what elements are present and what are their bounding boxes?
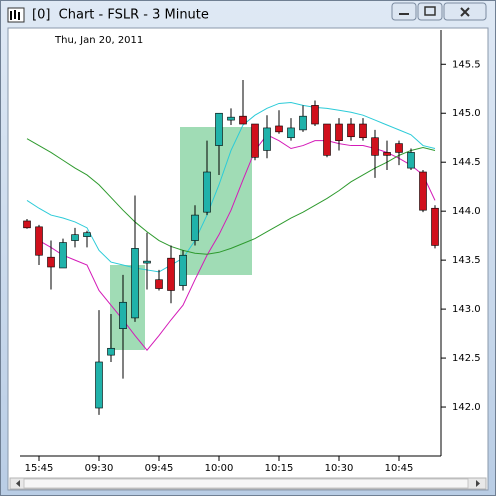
- candle-body: [167, 257, 175, 291]
- x-tick-label: 10:15: [265, 463, 294, 474]
- close-button[interactable]: [443, 2, 487, 21]
- candle-body: [215, 112, 223, 146]
- y-tick-label: 144.5: [452, 157, 481, 168]
- candle-body: [35, 226, 43, 256]
- x-tick-label: 10:30: [325, 463, 354, 474]
- candle-body: [131, 248, 139, 319]
- candle-body: [419, 171, 427, 211]
- candle-body: [179, 254, 187, 286]
- window-title: [0] Chart - FSLR - 3 Minute: [32, 8, 209, 23]
- candle-body: [239, 115, 247, 125]
- maximize-button[interactable]: [417, 2, 443, 21]
- x-tick-label: 09:45: [145, 463, 174, 474]
- moving-average-line: [38, 134, 436, 352]
- candle-body: [71, 234, 79, 241]
- candle-body: [251, 123, 259, 158]
- x-tick-label: 15:45: [25, 463, 54, 474]
- y-tick-label: 145.5: [452, 59, 481, 70]
- y-tick-label: 142.5: [452, 353, 481, 364]
- candle-body: [143, 260, 151, 264]
- candle-body: [263, 127, 271, 151]
- y-tick-label: 144.0: [452, 206, 481, 217]
- candle-body: [203, 171, 211, 213]
- candle-body: [407, 152, 415, 169]
- candle-body: [347, 123, 355, 138]
- y-tick-label: 143.5: [452, 255, 481, 266]
- minimize-button[interactable]: [391, 2, 417, 21]
- candle-body: [227, 116, 235, 121]
- x-tick-label: 09:30: [85, 463, 114, 474]
- plot: 142.0 142.5 143.0 143.5 144.0 144.5 145.0 145.5…: [23, 59, 481, 474]
- candle-body: [395, 143, 403, 153]
- candle-body: [119, 301, 127, 329]
- candle-body: [23, 220, 31, 229]
- highlight-zone: [110, 265, 145, 350]
- y-tick-label: 143.0: [452, 304, 481, 315]
- candle-body: [191, 214, 199, 241]
- scrollbar[interactable]: [9, 477, 487, 490]
- candle-body: [371, 137, 379, 156]
- y-tick-label: 142.0: [452, 402, 481, 413]
- candle-body: [431, 207, 439, 246]
- candle-body: [299, 115, 307, 131]
- candle-body: [311, 105, 319, 125]
- date-label: Thu, Jan 20, 2011: [54, 35, 143, 46]
- candle-body: [383, 152, 391, 156]
- candle-body: [95, 361, 103, 409]
- candle-body: [335, 123, 343, 141]
- x-tick-label: 10:00: [205, 463, 234, 474]
- candle-body: [359, 123, 367, 139]
- app-icon: [7, 7, 25, 23]
- moving-average-line: [26, 101, 436, 273]
- highlight-zone: [180, 127, 252, 275]
- candle-body: [287, 127, 295, 139]
- candle-body: [59, 242, 67, 269]
- candle-body: [155, 279, 163, 289]
- candle-body: [275, 125, 283, 133]
- candle-body: [107, 347, 115, 356]
- x-tick-label: 10:45: [385, 463, 414, 474]
- candle-body: [83, 232, 91, 237]
- y-tick-label: 145.0: [452, 108, 481, 119]
- moving-average-line: [26, 138, 436, 255]
- candle-body: [323, 123, 331, 156]
- candle-body: [47, 256, 55, 268]
